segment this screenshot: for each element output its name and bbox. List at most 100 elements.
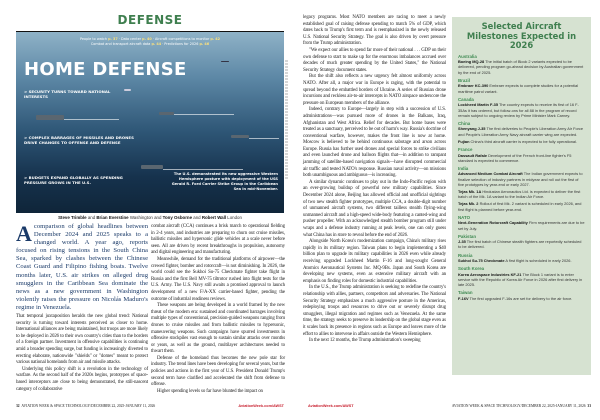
wake [174,114,234,115]
entry-text: The country expects to receive its first… [458,102,579,118]
author: Robert Wall [201,215,227,220]
divider [16,31,284,32]
lead-paragraph: A comparison of global headlines between… [16,223,148,312]
entry-text: The first deliveries to People's Liberat… [458,126,584,137]
milestones-sidebar: Selected Aircraft Milestones Expected in… [452,17,591,375]
body-column-3: legacy programs. Most NATO members are r… [303,15,446,345]
entry-text: Embraer expects to complete studies for … [458,83,579,94]
body-column-1: That temporal juxtaposition heralds the … [16,314,148,393]
entry-text: China's third aircraft carrier is expect… [469,138,578,144]
sidebar-country: Pakistan [458,233,477,239]
aircraft [221,61,229,62]
teaser: People to watch p. 37 · Data center p. 4… [16,37,284,47]
sidebar-entry: Lockheed Martin F-35 The country expects… [458,102,585,118]
paragraph: "We expect our allies to spend far more … [303,47,446,73]
carrier-ship [36,115,64,120]
headline: HOME DEFENSE [24,59,187,80]
aircraft-name: Korea Aerospace Industries KF-21 [458,271,522,277]
aircraft-name: Shenyang J-35 [458,126,486,132]
entry-text: Rollout of first Mk. 2 variant is schedu… [458,201,582,212]
byline-text: Washington and [128,215,163,220]
entry-text: The Block 1 variant is to enter service … [458,271,583,288]
lead-text: comparison of global headlines between D… [16,223,148,311]
paragraph: legacy programs. Most NATO members are r… [303,15,446,47]
photo-credit [285,60,288,180]
bullet: > Complex barrages of missiles and drone… [24,135,134,146]
wake [163,169,243,170]
website-link[interactable]: AviationWeek.com/AWST [308,404,354,408]
ship [159,112,174,115]
teaser-label: People to watch [80,37,108,41]
sidebar-entry: Fujian China's third aircraft carrier is… [458,139,585,144]
hero-photo: People to watch p. 37 · Data center p. 4… [16,32,284,213]
sidebar-entry: F-16V The first upgraded F-16s are set f… [458,296,585,301]
paragraph: In the U.S., the Trump administration is… [303,285,446,337]
page-reference: p. 44 [151,42,162,46]
sidebar-country: Taiwan [458,290,473,296]
sidebar-country: Russia [458,252,473,258]
photo-caption: The U.S. demonstrated its new aggressive… [171,172,278,191]
wake [64,119,119,120]
teaser-label: Predictions for 2026 [164,42,199,46]
teaser-line-2: Combat and transport aircraft data p. 44… [90,42,210,46]
aircraft-name: Fujian [458,138,470,144]
left-page: DEFENSE People to watch p. 37 · Data cen… [16,13,288,408]
section-title: DEFENSE [117,13,183,27]
entry-text: The first upgraded F-16s are set for del… [468,295,573,301]
body-column-2: combat aircraft (CCA) continues a brisk … [151,224,285,395]
sidebar-entry: Korea Aerospace Industries KF-21 The Blo… [458,272,585,288]
sidebar-entry: Sukhoi Su-75 Checkmate A first flight is… [458,258,585,263]
teaser-label: Combat and transport aircraft data [90,42,151,46]
right-page: legacy programs. Most NATO members are r… [300,0,600,420]
sidebar-country: Australia [458,53,477,59]
sidebar-country: China [458,120,471,126]
aircraft-name: Tejas Mk. 1A [458,189,482,195]
aircraft-name: Lockheed Martin F-35 [458,102,498,108]
sidebar-country: South Korea [458,266,485,272]
aircraft-name: Dassault Rafale [458,152,487,158]
sidebar-entry: J-35 The first batch of Chinese stealth … [458,239,585,249]
author: Steve Trimble [58,215,87,220]
byline-text: London [226,215,242,220]
aircraft-name: Boeing MQ-28 [458,59,485,65]
sidebar-entry: Dassault Rafale Development of the Frenc… [458,153,585,163]
entry-text: Firm requirements are due to be set by J… [458,220,585,231]
publication-line: AVIATION WEEK & SPACE TECHNOLOGY/DECEMBE… [21,404,156,408]
aircraft-name: Tejas Mk. 2 [458,201,479,207]
sidebar-country: Canada [458,96,474,102]
entry-text: The first batch of Chinese stealth fight… [458,239,582,250]
aircraft-name: Embraer KC-390 [458,83,489,89]
paragraph: Meanwhile, demand for the traditional pl… [151,256,285,302]
aircraft-name: Advanced Medium Combat Aircraft [458,171,523,177]
bullet: > Security turns toward national interes… [24,89,111,100]
ship [124,89,131,91]
paragraph: That temporal juxtaposition heralds the … [16,314,148,366]
sidebar-country: France [458,147,473,153]
entry-text: The Indian government expects to finaliz… [458,171,583,187]
sidebar-title: Selected Aircraft Milestones Expected in… [466,21,577,51]
sidebar-entry: Tejas Mk. 2 Rollout of first Mk. 2 varia… [458,201,585,211]
author: Tony Osborne [162,215,193,220]
bullet: > Budgets expand globally as spending pr… [24,175,123,186]
entry-text: Hindustan Aeronautics Ltd. is expected t… [458,189,581,200]
teaser-label: Aircraft competitions to monitor [155,37,210,41]
teaser-label: Data center [120,37,142,41]
page-reference: p. 42 [210,37,220,41]
website-link[interactable]: AviationWeek.com/AWST [238,404,284,408]
sidebar-country: Brazil [458,77,470,83]
byline: Steve Trimble and Brian Everstine Washin… [16,215,284,220]
sidebar-country: NATO [458,214,471,220]
page-number: 32 [16,404,20,408]
aircraft-name: J-35 [458,239,466,245]
paragraph: Defense of the homeland thus becomes the… [151,355,285,388]
entry-text: Development of the French front-line fig… [458,152,572,163]
paragraph: Indeed, contrary to Europe—largely in st… [303,107,446,179]
aircraft-name: Sukhoi Su-75 Checkmate [458,258,505,264]
paragraph: In the next 12 months, the Trump adminis… [309,338,421,344]
wake [249,138,279,139]
paragraph: Underlying this policy shift is a revolu… [16,366,148,392]
footer-right: AVIATION WEEK & SPACE TECHNOLOGY/DECEMBE… [452,404,591,408]
entry-text: The initial batch of Block 2 variants ex… [458,59,584,75]
sidebar-entry: Shenyang J-35 The first deliveries to Pe… [458,126,585,136]
entry-text: A first flight is scheduled in early 202… [504,258,572,264]
